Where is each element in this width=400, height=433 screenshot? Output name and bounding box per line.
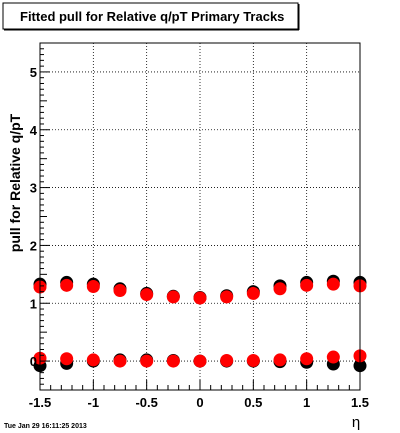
- y-tick-label: 1: [30, 296, 37, 311]
- footer-timestamp: Tue Jan 29 16:11:25 2013: [4, 423, 87, 430]
- grid-lines: [40, 43, 360, 390]
- x-tick-label: 0.5: [244, 395, 262, 410]
- red-data-point: [246, 286, 260, 300]
- red-data-point: [60, 352, 74, 366]
- x-tick-label: 1: [303, 395, 310, 410]
- x-tick-label: -1: [88, 395, 100, 410]
- y-tick-label: 0: [30, 354, 37, 369]
- red-data-point: [220, 354, 234, 368]
- y-tick-label: 3: [30, 181, 37, 196]
- red-data-point: [86, 279, 100, 293]
- chart-title: Fitted pull for Relative q/pT Primary Tr…: [20, 9, 284, 24]
- y-tick-label: 5: [30, 65, 37, 80]
- x-tick-label: 1.5: [351, 395, 369, 410]
- y-axis-title: pull for Relative q/pT: [7, 113, 23, 252]
- red-data-point: [166, 354, 180, 368]
- red-data-point: [273, 353, 287, 367]
- x-tick-label: 0: [196, 395, 203, 410]
- red-data-point: [113, 354, 127, 368]
- x-axis-title: η: [352, 414, 360, 431]
- red-data-point: [193, 354, 207, 368]
- red-data-point: [246, 354, 260, 368]
- red-data-point: [86, 353, 100, 367]
- red-data-point: [220, 290, 234, 304]
- y-tick-label: 2: [30, 238, 37, 253]
- x-tick-label: -1.5: [29, 395, 51, 410]
- red-data-point: [140, 288, 154, 302]
- title-box: [2, 2, 299, 30]
- axes: -1.5 -1 -0.5 0 0.5 1 1.5 0 1 2 3 4 5: [29, 42, 369, 410]
- red-data-point: [113, 284, 127, 298]
- data-series: [33, 274, 367, 373]
- red-data-point: [60, 278, 74, 292]
- red-data-point: [326, 350, 340, 364]
- red-data-point: [300, 278, 314, 292]
- red-data-point: [300, 352, 314, 366]
- red-data-point: [166, 290, 180, 304]
- x-tick-label: -0.5: [135, 395, 157, 410]
- red-data-point: [273, 282, 287, 296]
- red-data-point: [326, 277, 340, 291]
- red-data-point: [193, 291, 207, 305]
- y-tick-label: 4: [30, 123, 38, 138]
- red-data-point: [140, 354, 154, 368]
